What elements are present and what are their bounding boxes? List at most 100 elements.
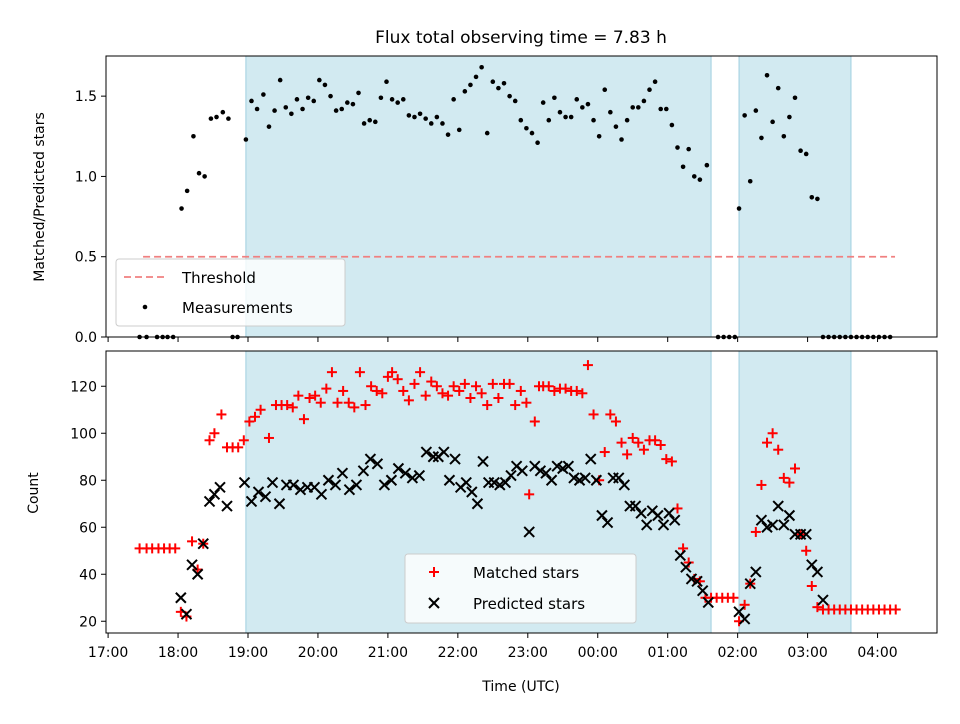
measurement-point xyxy=(563,114,568,120)
predicted-star-stroke xyxy=(505,469,517,482)
matched-star-point xyxy=(287,402,298,413)
predicted-star-point xyxy=(668,514,681,526)
predicted-star-stroke xyxy=(657,519,670,531)
matched-star-point xyxy=(310,390,321,401)
predicted-star-point xyxy=(413,469,426,482)
matched-star-point xyxy=(750,526,761,537)
measurement-point xyxy=(249,98,254,104)
x-tick-label: 02:00 xyxy=(717,645,757,661)
predicted-star-stroke xyxy=(646,505,659,517)
measurement-point xyxy=(283,105,289,110)
predicted-star-stroke xyxy=(175,592,187,604)
measurement-point xyxy=(568,114,574,120)
matched-star-point xyxy=(326,367,337,378)
bottom-legend-box xyxy=(404,553,637,624)
measurement-point xyxy=(591,117,596,123)
y-tick-label: 0.5 xyxy=(75,250,97,266)
matched-star-point xyxy=(298,414,309,425)
bottom-y-axis-label: Count xyxy=(26,472,42,514)
y-tick-label: 0.0 xyxy=(75,330,97,346)
predicted-star-point xyxy=(392,462,405,475)
measurement-point xyxy=(289,111,294,117)
predicted-star-point xyxy=(420,446,433,458)
predicted-star-stroke xyxy=(811,566,824,578)
predicted-star-stroke xyxy=(778,519,790,531)
predicted-star-stroke xyxy=(523,526,535,538)
measurement-point xyxy=(552,95,557,101)
matched-star-point xyxy=(238,435,249,446)
predicted-star-stroke xyxy=(540,467,552,479)
measurement-point xyxy=(345,100,350,105)
measurement-point xyxy=(191,133,196,139)
measurement-point xyxy=(254,106,260,112)
predicted-star-point xyxy=(596,509,608,522)
predicted-star-stroke xyxy=(733,606,745,618)
predicted-star-point xyxy=(399,467,412,479)
predicted-star-stroke xyxy=(668,514,681,526)
predicted-star-point xyxy=(245,495,258,508)
measurement-point xyxy=(350,101,356,107)
measurement-point xyxy=(596,133,602,139)
predicted-star-point xyxy=(545,474,558,486)
matched-star-point xyxy=(476,388,487,399)
matched-star-point xyxy=(524,489,535,500)
matched-star-point xyxy=(170,543,181,554)
measurement-point xyxy=(417,111,423,117)
matched-star-point xyxy=(655,440,666,450)
predicted-star-stroke xyxy=(460,476,472,489)
matched-star-point xyxy=(504,378,515,389)
predicted-star-stroke xyxy=(357,465,370,477)
matched-star-point xyxy=(354,367,365,378)
measurement-point xyxy=(361,121,367,126)
predicted-star-point xyxy=(772,500,784,512)
predicted-star-stroke xyxy=(551,460,563,472)
predicted-star-point xyxy=(629,500,642,512)
measurement-point xyxy=(798,148,803,154)
matched-star-point xyxy=(263,432,274,443)
predicted-star-point xyxy=(315,488,328,501)
measurement-point xyxy=(764,72,770,78)
chart-title: Flux total observing time = 7.83 h xyxy=(375,28,667,48)
predicted-star-point xyxy=(702,596,714,609)
predicted-star-point xyxy=(175,592,187,604)
matched-star-point xyxy=(392,374,403,385)
matched-star-point xyxy=(398,385,409,396)
matched-star-point xyxy=(204,435,215,446)
matched-star-point xyxy=(437,388,448,399)
predicted-star-point xyxy=(443,474,456,486)
measurement-point xyxy=(317,77,322,83)
predicted-star-point xyxy=(696,584,709,597)
top-legend-box xyxy=(115,258,346,327)
matched-star-point xyxy=(521,397,532,408)
predicted-star-point xyxy=(817,594,829,606)
measurement-point xyxy=(675,145,680,150)
predicted-star-stroke xyxy=(420,446,433,458)
predicted-star-stroke xyxy=(197,537,209,550)
matched-star-point xyxy=(255,404,266,415)
measurement-point xyxy=(479,64,484,70)
x-axis-label: Time (UTC) xyxy=(481,679,559,695)
matched-legend-swatch xyxy=(429,567,439,577)
measurement-point xyxy=(333,108,339,113)
predicted-star-stroke xyxy=(245,495,258,508)
predicted-star-stroke xyxy=(406,472,419,484)
measurement-point xyxy=(574,97,580,102)
predicted-star-stroke xyxy=(378,479,391,491)
matched-star-point xyxy=(338,385,349,396)
predicted-star-point xyxy=(618,479,631,491)
matched-star-point xyxy=(543,381,554,392)
predicted-star-stroke xyxy=(208,488,221,501)
predicted-star-stroke xyxy=(322,474,335,486)
matched-star-point xyxy=(622,449,633,460)
predicted-star-point xyxy=(505,469,517,482)
matched-star-point xyxy=(244,416,255,427)
measurement-point xyxy=(501,80,507,86)
predicted-star-point xyxy=(674,549,686,562)
matched-star-point xyxy=(515,385,526,396)
predicted-star-stroke xyxy=(364,453,377,465)
measurement-point xyxy=(456,127,462,133)
measurements-legend-swatch xyxy=(142,304,148,310)
measurement-point xyxy=(367,117,373,123)
predicted-star-point xyxy=(378,479,391,491)
